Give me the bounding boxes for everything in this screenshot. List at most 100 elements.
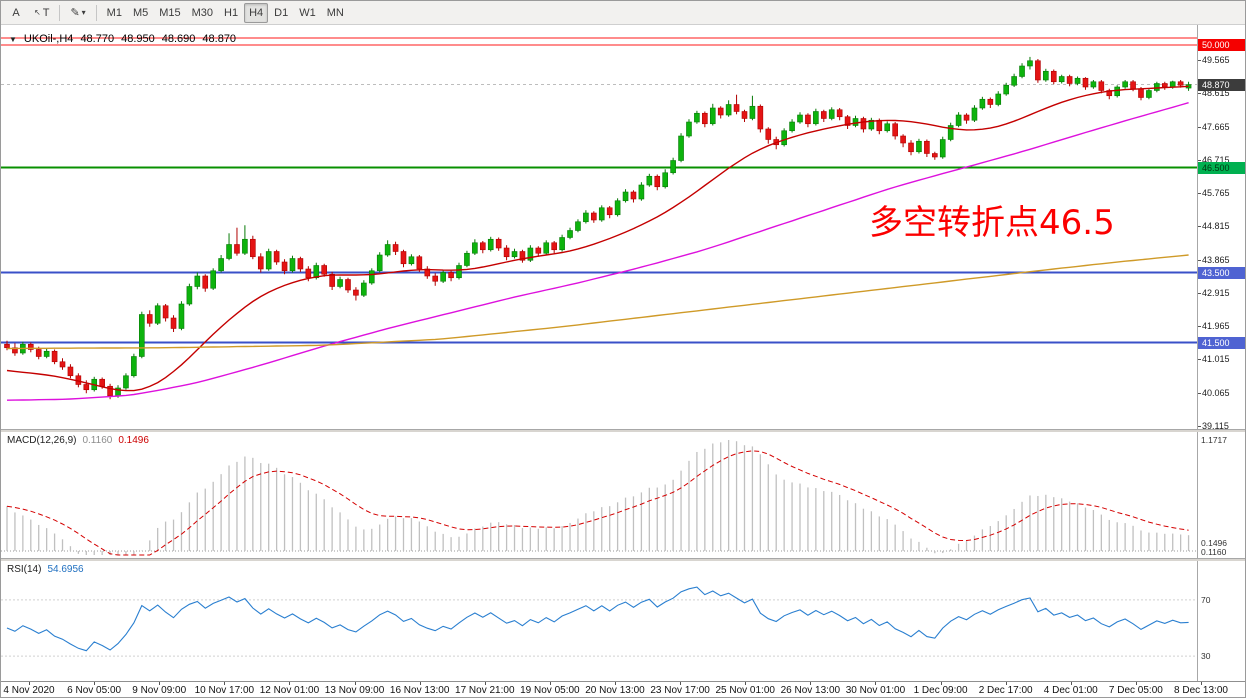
- pane-separator[interactable]: [1, 558, 1245, 561]
- price-axis-label: 48.615: [1202, 88, 1230, 99]
- price-badge-43.500: 43.500: [1198, 266, 1245, 279]
- time-axis-label: 30 Nov 01:00: [845, 685, 906, 696]
- rsi-label: RSI(14): [7, 564, 42, 575]
- paint-icon: ✎: [70, 7, 80, 19]
- time-axis-label: 26 Nov 13:00: [780, 685, 841, 696]
- arrow-tool-button[interactable]: A: [4, 3, 28, 23]
- price-axis-label: 44.815: [1202, 221, 1230, 232]
- time-axis-tick: [29, 682, 30, 685]
- chevron-down-icon: ▾: [81, 8, 86, 17]
- time-axis-tick: [1135, 682, 1137, 685]
- macd-pane[interactable]: [1, 432, 1197, 558]
- timeframe-button-m30[interactable]: M30: [187, 3, 218, 23]
- rsi-pane[interactable]: [1, 561, 1197, 681]
- time-axis-label: 2 Dec 17:00: [978, 685, 1033, 696]
- price-badge-41.500: 41.500: [1198, 336, 1245, 349]
- rsi-level-label: 30: [1201, 651, 1211, 662]
- time-axis-tick: [484, 682, 486, 685]
- macd-axis-max: 1.1717: [1201, 435, 1227, 445]
- macd-axis-value: 0.1160: [1201, 547, 1227, 557]
- time-axis-label: 9 Nov 09:00: [132, 685, 187, 696]
- time-axis-label: 20 Nov 13:00: [585, 685, 645, 696]
- price-axis-label: 45.765: [1202, 188, 1230, 199]
- price-axis-label: 47.665: [1202, 121, 1230, 132]
- text-tool-icon: T: [42, 6, 50, 19]
- price-axis: 49.565 48.615 47.665 46.715 45.765 44.815 43.8…: [1197, 25, 1245, 681]
- time-axis-tick: [615, 682, 616, 685]
- timeframe-button-h4[interactable]: H4: [244, 2, 269, 23]
- rsi-header: RSI(14) 54.6956: [7, 564, 84, 575]
- chart-window: 49.565 48.615 47.665 46.715 45.765 44.815 43.8…: [1, 25, 1245, 697]
- collapse-icon[interactable]: ▼: [9, 34, 17, 44]
- low-value: 48.690: [161, 33, 196, 45]
- axis-tick: [1198, 425, 1201, 427]
- macd-label: MACD(12,26,9): [7, 435, 77, 446]
- ma-slow-orange: [6, 254, 1189, 350]
- time-axis-label: 4 Dec 01:00: [1043, 685, 1098, 696]
- timeframe-button-mn[interactable]: MN: [322, 3, 349, 23]
- axis-tick: [1198, 126, 1201, 128]
- top-toolbar: A ↖ T ✎ ▾ M1 M5 M15 M30 H1 H4 D1 W1 MN: [1, 1, 1245, 25]
- time-axis-tick: [875, 682, 877, 685]
- price-axis-label: 41.965: [1202, 321, 1230, 332]
- time-axis-tick: [1070, 682, 1072, 685]
- axis-tick: [1198, 259, 1201, 261]
- time-axis-label: 1 Dec 09:00: [913, 685, 968, 696]
- axis-tick: [1198, 326, 1201, 328]
- time-axis-tick: [1005, 682, 1007, 685]
- time-axis-label: 19 Nov 05:00: [520, 685, 580, 696]
- axis-tick: [1198, 93, 1201, 95]
- timeframe-button-w1[interactable]: W1: [294, 3, 321, 23]
- time-axis-tick: [745, 682, 747, 685]
- pane-separator[interactable]: [1, 429, 1245, 432]
- time-axis-tick: [419, 682, 421, 685]
- axis-tick: [1198, 392, 1201, 394]
- macd-main-value: 0.1160: [82, 435, 113, 446]
- time-axis-tick: [224, 682, 226, 685]
- price-chart-pane[interactable]: [1, 25, 1197, 429]
- ma-mid-magenta: [6, 102, 1189, 401]
- toolbar-separator: [95, 4, 97, 21]
- rsi-value: 54.6956: [47, 564, 84, 575]
- time-axis-label: 13 Nov 09:00: [324, 685, 385, 696]
- price-badge-46.500: 46.500: [1198, 161, 1245, 174]
- price-badge-50.000: 50.000: [1198, 39, 1245, 51]
- axis-tick: [1198, 359, 1201, 361]
- price-axis-label: 40.065: [1202, 387, 1230, 398]
- toolbar-separator: [59, 4, 61, 21]
- time-axis-tick: [1201, 682, 1202, 685]
- axis-tick: [1198, 159, 1201, 161]
- time-axis-tick: [94, 682, 96, 685]
- time-axis-tick: [289, 682, 291, 685]
- time-axis-label: 7 Dec 05:00: [1108, 685, 1163, 696]
- annotation-text[interactable]: 多空转折点46.5: [869, 203, 1115, 243]
- time-axis-label: 8 Dec 13:00: [1174, 685, 1228, 696]
- close-value: 48.870: [202, 33, 237, 45]
- time-axis-label: 25 Nov 01:00: [715, 685, 775, 696]
- axis-tick: [1198, 60, 1201, 62]
- time-axis-label: 10 Nov 17:00: [194, 685, 255, 696]
- paint-tool-button[interactable]: ✎ ▾: [65, 3, 90, 23]
- time-axis-tick: [680, 682, 682, 685]
- price-axis-label: 42.915: [1202, 287, 1230, 298]
- axis-tick: [1198, 292, 1201, 294]
- macd-axis-value: 0.1496: [1201, 538, 1227, 548]
- timeframe-button-d1[interactable]: D1: [269, 3, 293, 23]
- symbol-header: ▼ UKOil-,H4 48.770 48.950 48.690 48.870: [9, 33, 236, 45]
- axis-tick: [1198, 193, 1201, 195]
- time-axis-label: 6 Nov 05:00: [67, 685, 122, 696]
- symbol-name: UKOil-,H4: [23, 33, 74, 45]
- timeframe-button-m5[interactable]: M5: [128, 3, 153, 23]
- cursor-icon: ↖: [34, 8, 41, 17]
- text-tool-button[interactable]: ↖ T: [29, 3, 54, 23]
- timeframe-button-h1[interactable]: H1: [219, 3, 243, 23]
- price-axis-label: 49.565: [1202, 55, 1230, 66]
- time-axis-tick: [354, 682, 356, 685]
- rsi-level-label: 70: [1201, 594, 1211, 605]
- price-axis-label: 39.115: [1202, 420, 1229, 431]
- timeframe-button-m15[interactable]: M15: [154, 3, 185, 23]
- timeframe-button-m1[interactable]: M1: [102, 3, 127, 23]
- axis-tick: [1198, 226, 1201, 228]
- time-axis-label: 23 Nov 17:00: [650, 685, 710, 696]
